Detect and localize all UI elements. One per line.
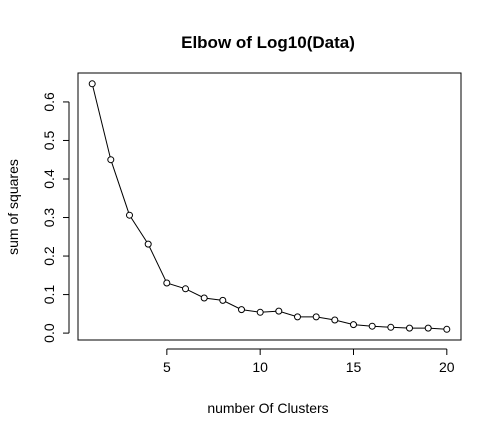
data-point [219,296,227,304]
y-tick-label: 0.3 [41,208,57,228]
data-point [350,321,357,329]
y-tick-label: 0.0 [41,323,57,343]
x-axis-label: number Of Clusters [207,400,328,416]
y-tick-label: 0.2 [41,246,57,266]
y-tick-label: 0.6 [41,92,57,112]
series-line [91,83,447,330]
data-point [275,307,283,315]
y-axis: 0.0 0.1 0.2 0.3 0.4 0.5 0.6 [41,92,70,343]
data-point [294,313,301,321]
data-point [368,322,376,330]
data-point [443,325,451,333]
x-tick-label: 15 [346,359,362,375]
data-point [200,294,208,302]
data-point [182,285,189,293]
data-points [88,80,451,333]
plot-frame [77,72,462,341]
data-point [406,324,413,332]
data-point [387,323,395,331]
chart-title: Elbow of Log10(Data) [181,33,355,52]
y-axis-label: sum of squares [5,159,21,255]
y-tick-label: 0.4 [41,169,57,189]
data-point [107,156,115,164]
data-point [144,240,152,248]
x-tick-label: 5 [163,359,171,375]
data-point [256,308,264,316]
y-tick-label: 0.5 [41,131,57,151]
data-point [331,316,339,324]
x-axis: 5 10 15 20 [163,348,455,375]
data-point [126,211,133,219]
data-point [238,306,245,314]
data-point [163,279,171,287]
x-tick-label: 10 [252,359,268,375]
data-point [312,313,320,321]
x-tick-label: 20 [439,359,455,375]
data-point [424,324,432,332]
data-point [88,80,96,88]
y-tick-label: 0.1 [41,285,57,305]
